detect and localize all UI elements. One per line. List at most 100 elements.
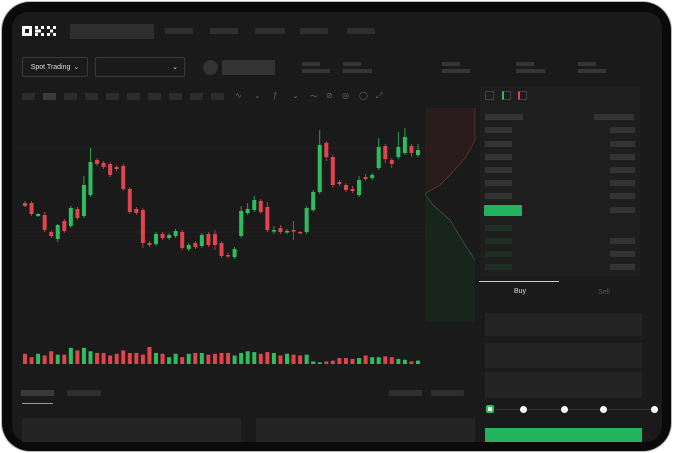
fx-icon[interactable]: ƒ	[273, 91, 278, 100]
volume-bar	[409, 361, 414, 364]
chart-type-icon[interactable]: ⌄	[254, 91, 261, 100]
volume-bar	[416, 360, 420, 364]
volume-bar	[324, 361, 329, 364]
candle-body	[330, 157, 335, 185]
candle-body	[291, 230, 296, 232]
orderbook-price[interactable]	[485, 154, 512, 160]
candle-body	[311, 192, 316, 210]
orderbook-price[interactable]	[485, 141, 512, 147]
orderbook-price[interactable]	[485, 251, 512, 257]
orderbook-amount	[610, 127, 635, 133]
header-search-placeholder[interactable]	[70, 24, 154, 39]
volume-bar	[147, 347, 152, 364]
volume-bar	[258, 353, 263, 364]
buy-tab-underline	[479, 281, 559, 282]
candle-body	[23, 203, 27, 206]
percent-slider-track[interactable]	[489, 409, 657, 410]
tab-open-orders[interactable]	[21, 390, 54, 396]
candle-body	[337, 182, 342, 184]
indicator-icon[interactable]: ∿	[235, 91, 242, 100]
total-input[interactable]	[485, 372, 642, 398]
settings-icon[interactable]: ◎	[342, 91, 349, 100]
orderbook-price[interactable]	[485, 238, 512, 244]
orderbook-both-view-icon[interactable]	[485, 91, 494, 100]
reset-icon[interactable]: ◯	[359, 91, 368, 100]
nav-item[interactable]	[165, 28, 193, 34]
buy-tab[interactable]: Buy	[513, 288, 527, 295]
timeframe-button[interactable]	[22, 93, 35, 100]
market-type-dropdown[interactable]: Spot Trading ⌄	[22, 57, 88, 77]
pair-dropdown[interactable]: ⌄	[95, 57, 185, 77]
orderbook-bids-view-icon[interactable]	[502, 91, 511, 100]
chevron-down-icon[interactable]: ⌄	[292, 91, 299, 100]
timeframe-button[interactable]	[169, 93, 182, 100]
candle-body	[167, 235, 172, 238]
bottom-action[interactable]	[389, 390, 422, 396]
candle-body	[160, 234, 165, 238]
orderbook-amount	[610, 207, 635, 213]
candle-body	[298, 232, 303, 234]
timeframe-button[interactable]	[190, 93, 203, 100]
candle-body	[357, 180, 362, 195]
amount-input[interactable]	[485, 343, 642, 368]
orderbook-price[interactable]	[485, 225, 512, 231]
candle-body	[127, 189, 132, 212]
timeframe-button[interactable]	[106, 93, 119, 100]
volume-bar	[252, 352, 257, 364]
percent-slider-handle[interactable]	[486, 405, 494, 413]
depth-bid-area	[425, 194, 475, 322]
candle-body	[278, 228, 283, 232]
sell-tab[interactable]: Sell	[598, 289, 610, 296]
timeframe-button-active[interactable]	[43, 93, 56, 100]
timeframe-button[interactable]	[148, 93, 161, 100]
volume-bar	[278, 355, 283, 364]
nav-item[interactable]	[255, 28, 285, 34]
candle-body	[29, 203, 34, 214]
timeframe-button[interactable]	[64, 93, 77, 100]
orderbook-price[interactable]	[485, 127, 512, 133]
buy-button[interactable]	[485, 428, 642, 442]
timeframe-button[interactable]	[85, 93, 98, 100]
orders-panel	[22, 418, 241, 442]
slider-step-25[interactable]	[520, 406, 527, 413]
line-tool-icon[interactable]: 〜	[310, 92, 318, 101]
volume-bar	[88, 351, 93, 364]
bottom-action[interactable]	[431, 390, 464, 396]
candle-body	[304, 208, 309, 232]
orderbook-price[interactable]	[485, 264, 512, 270]
draw-tool-icon[interactable]: ⊘	[326, 91, 333, 100]
candle-body	[114, 167, 119, 169]
tab-order-history[interactable]	[67, 390, 101, 396]
volume-bar	[232, 355, 237, 364]
price-input[interactable]	[485, 313, 642, 336]
candlestick-chart[interactable]	[0, 0, 480, 370]
candle-body	[212, 234, 217, 245]
candle-body	[343, 185, 348, 190]
candle-body	[36, 214, 41, 216]
orderbook-price[interactable]	[485, 193, 512, 199]
depth-ask-area	[425, 108, 475, 194]
nav-item[interactable]	[347, 28, 375, 34]
slider-step-100[interactable]	[651, 406, 658, 413]
candle-body	[193, 243, 198, 247]
volume-bar	[29, 357, 34, 364]
stat-label	[516, 62, 534, 66]
orderbook-price[interactable]	[485, 167, 512, 173]
candle-body	[252, 200, 257, 210]
fullscreen-icon[interactable]: ⤢	[376, 91, 383, 100]
volume-bar	[55, 354, 60, 364]
slider-step-50[interactable]	[561, 406, 568, 413]
orderbook-asks-view-icon[interactable]	[518, 91, 527, 100]
candle-body	[232, 249, 237, 257]
volume-bar	[160, 353, 165, 364]
timeframe-button[interactable]	[211, 93, 224, 100]
orderbook-price[interactable]	[485, 180, 512, 186]
slider-step-75[interactable]	[600, 406, 607, 413]
nav-item[interactable]	[300, 28, 328, 34]
nav-item[interactable]	[210, 28, 238, 34]
volume-bar	[298, 355, 303, 364]
candle-body	[265, 207, 270, 230]
chevron-down-icon: ⌄	[172, 64, 178, 71]
candle-body	[226, 255, 231, 257]
timeframe-button[interactable]	[127, 93, 140, 100]
